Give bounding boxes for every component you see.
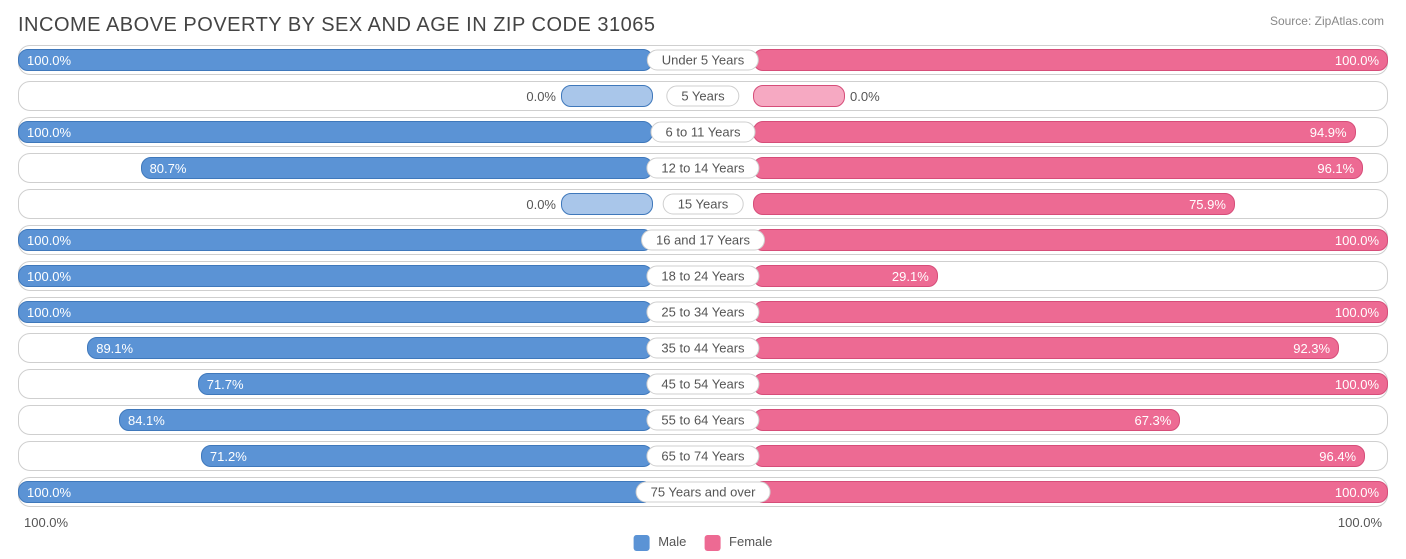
male-value: 100.0% bbox=[27, 53, 71, 68]
male-bar: 100.0% bbox=[18, 301, 653, 323]
female-bar: 96.1% bbox=[753, 157, 1363, 179]
age-category-label: 25 to 34 Years bbox=[646, 302, 759, 323]
female-value: 100.0% bbox=[1335, 305, 1379, 320]
chart-row: 84.1% 67.3% 55 to 64 Years bbox=[18, 405, 1388, 435]
male-bar: 100.0% bbox=[18, 229, 653, 251]
male-value: 100.0% bbox=[27, 269, 71, 284]
male-value: 71.7% bbox=[207, 377, 244, 392]
male-bar: 100.0% bbox=[18, 481, 653, 503]
female-value: 75.9% bbox=[1189, 197, 1226, 212]
female-swatch-icon bbox=[704, 535, 720, 551]
chart-row: 71.7% 100.0% 45 to 54 Years bbox=[18, 369, 1388, 399]
age-category-label: 12 to 14 Years bbox=[646, 158, 759, 179]
male-value: 80.7% bbox=[150, 161, 187, 176]
male-bar: 89.1% bbox=[87, 337, 653, 359]
chart-row: 100.0% 100.0% 75 Years and over bbox=[18, 477, 1388, 507]
male-bar: 0.0% bbox=[561, 85, 653, 107]
age-category-label: 55 to 64 Years bbox=[646, 410, 759, 431]
age-category-label: Under 5 Years bbox=[647, 50, 759, 71]
female-bar: 92.3% bbox=[753, 337, 1339, 359]
female-value: 96.4% bbox=[1319, 449, 1356, 464]
female-value: 100.0% bbox=[1335, 485, 1379, 500]
chart-rows: 100.0% 100.0% Under 5 Years 0.0% 0.0% 5 Years… bbox=[18, 45, 1388, 507]
age-category-label: 15 Years bbox=[663, 194, 744, 215]
age-category-label: 18 to 24 Years bbox=[646, 266, 759, 287]
male-value: 0.0% bbox=[526, 89, 556, 104]
female-value: 100.0% bbox=[1335, 233, 1379, 248]
legend-male: Male bbox=[634, 534, 687, 551]
source-attribution: Source: ZipAtlas.com bbox=[1270, 14, 1384, 28]
poverty-by-sex-age-chart: INCOME ABOVE POVERTY BY SEX AND AGE IN Z… bbox=[0, 0, 1406, 559]
male-value: 89.1% bbox=[96, 341, 133, 356]
chart-row: 0.0% 0.0% 5 Years bbox=[18, 81, 1388, 111]
female-bar: 100.0% bbox=[753, 373, 1388, 395]
age-category-label: 65 to 74 Years bbox=[646, 446, 759, 467]
legend-male-label: Male bbox=[658, 534, 686, 549]
female-value: 0.0% bbox=[850, 89, 880, 104]
female-value: 67.3% bbox=[1134, 413, 1171, 428]
x-axis: 100.0% 100.0% bbox=[18, 513, 1388, 530]
male-bar: 0.0% bbox=[561, 193, 653, 215]
female-bar: 100.0% bbox=[753, 229, 1388, 251]
chart-row: 71.2% 96.4% 65 to 74 Years bbox=[18, 441, 1388, 471]
chart-row: 89.1% 92.3% 35 to 44 Years bbox=[18, 333, 1388, 363]
legend: Male Female bbox=[634, 534, 773, 551]
female-bar: 94.9% bbox=[753, 121, 1356, 143]
chart-row: 100.0% 100.0% Under 5 Years bbox=[18, 45, 1388, 75]
chart-row: 100.0% 100.0% 16 and 17 Years bbox=[18, 225, 1388, 255]
age-category-label: 16 and 17 Years bbox=[641, 230, 765, 251]
axis-left-label: 100.0% bbox=[24, 515, 68, 530]
chart-row: 80.7% 96.1% 12 to 14 Years bbox=[18, 153, 1388, 183]
legend-female: Female bbox=[704, 534, 772, 551]
age-category-label: 45 to 54 Years bbox=[646, 374, 759, 395]
male-value: 0.0% bbox=[526, 197, 556, 212]
male-bar: 100.0% bbox=[18, 265, 653, 287]
female-bar: 96.4% bbox=[753, 445, 1365, 467]
chart-row: 100.0% 100.0% 25 to 34 Years bbox=[18, 297, 1388, 327]
female-value: 29.1% bbox=[892, 269, 929, 284]
chart-row: 100.0% 94.9% 6 to 11 Years bbox=[18, 117, 1388, 147]
female-bar: 75.9% bbox=[753, 193, 1235, 215]
age-category-label: 75 Years and over bbox=[636, 482, 771, 503]
male-bar: 80.7% bbox=[141, 157, 653, 179]
male-bar: 71.7% bbox=[198, 373, 653, 395]
age-category-label: 6 to 11 Years bbox=[651, 122, 756, 143]
female-bar: 100.0% bbox=[753, 49, 1388, 71]
female-value: 94.9% bbox=[1310, 125, 1347, 140]
female-bar: 67.3% bbox=[753, 409, 1180, 431]
male-value: 100.0% bbox=[27, 305, 71, 320]
chart-row: 0.0% 75.9% 15 Years bbox=[18, 189, 1388, 219]
chart-title: INCOME ABOVE POVERTY BY SEX AND AGE IN Z… bbox=[18, 14, 1388, 37]
male-value: 100.0% bbox=[27, 125, 71, 140]
male-value: 100.0% bbox=[27, 233, 71, 248]
age-category-label: 35 to 44 Years bbox=[646, 338, 759, 359]
male-bar: 100.0% bbox=[18, 49, 653, 71]
female-value: 92.3% bbox=[1293, 341, 1330, 356]
male-swatch-icon bbox=[634, 535, 650, 551]
female-bar: 29.1% bbox=[753, 265, 938, 287]
male-bar: 84.1% bbox=[119, 409, 653, 431]
female-value: 100.0% bbox=[1335, 377, 1379, 392]
female-value: 96.1% bbox=[1317, 161, 1354, 176]
female-value: 100.0% bbox=[1335, 53, 1379, 68]
female-bar: 100.0% bbox=[753, 301, 1388, 323]
male-value: 100.0% bbox=[27, 485, 71, 500]
female-bar: 100.0% bbox=[753, 481, 1388, 503]
axis-right-label: 100.0% bbox=[1338, 515, 1382, 530]
male-value: 84.1% bbox=[128, 413, 165, 428]
legend-female-label: Female bbox=[729, 534, 772, 549]
female-bar: 0.0% bbox=[753, 85, 845, 107]
chart-row: 100.0% 29.1% 18 to 24 Years bbox=[18, 261, 1388, 291]
male-bar: 71.2% bbox=[201, 445, 653, 467]
age-category-label: 5 Years bbox=[666, 86, 739, 107]
male-bar: 100.0% bbox=[18, 121, 653, 143]
male-value: 71.2% bbox=[210, 449, 247, 464]
